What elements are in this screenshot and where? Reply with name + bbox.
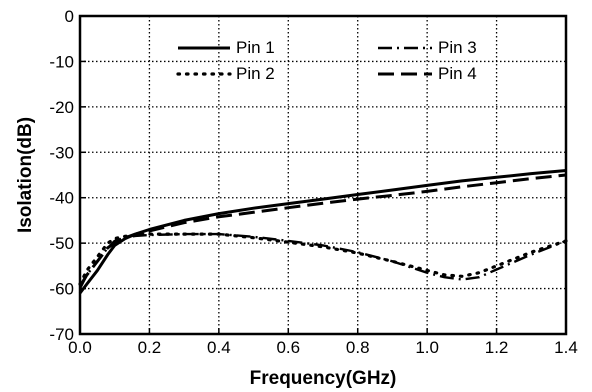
y-tick-label: -40 bbox=[49, 189, 74, 208]
series-line-pin-2 bbox=[78, 232, 568, 286]
x-tick-label: 0.8 bbox=[346, 338, 370, 357]
x-tick-label: 1.4 bbox=[554, 338, 578, 357]
legend-label-pin-1: Pin 1 bbox=[236, 38, 275, 57]
legend-label-pin-2: Pin 2 bbox=[236, 64, 275, 83]
plot-frame bbox=[78, 14, 568, 336]
legend-label-pin-3: Pin 3 bbox=[438, 38, 477, 57]
legend-label-pin-4: Pin 4 bbox=[438, 64, 477, 83]
y-tick-label: -10 bbox=[49, 52, 74, 71]
x-tick-label: 1.0 bbox=[415, 338, 439, 357]
y-tick-label: 0 bbox=[65, 7, 74, 26]
series-lines bbox=[78, 169, 568, 295]
y-axis-title: Isolation(dB) bbox=[15, 117, 36, 233]
series-line-pin-1 bbox=[78, 169, 567, 295]
x-tick-labels: 0.0 0.2 0.4 0.6 0.8 1.0 1.2 1.4 bbox=[68, 338, 578, 357]
series-line-pin-3 bbox=[78, 232, 567, 290]
y-tick-label: -70 bbox=[49, 325, 74, 344]
x-tick-label: 0.0 bbox=[68, 338, 92, 357]
y-tick-label: -30 bbox=[49, 143, 74, 162]
x-axis-title: Frequency(GHz) bbox=[250, 368, 397, 389]
x-tick-label: 0.6 bbox=[276, 338, 300, 357]
y-tick-label: -50 bbox=[49, 234, 74, 253]
grid bbox=[80, 16, 566, 334]
y-tick-labels: 0 -10 -20 -30 -40 -50 -60 -70 bbox=[49, 7, 74, 344]
legend: Pin 1 Pin 2 Pin 3 Pin 4 bbox=[176, 38, 477, 83]
tick-marks bbox=[79, 15, 567, 335]
x-tick-label: 1.2 bbox=[485, 338, 509, 357]
x-tick-label: 0.4 bbox=[207, 338, 231, 357]
series-line-pin-4 bbox=[78, 173, 567, 288]
x-tick-label: 0.2 bbox=[138, 338, 162, 357]
y-tick-label: -20 bbox=[49, 98, 74, 117]
y-tick-label: -60 bbox=[49, 280, 74, 299]
